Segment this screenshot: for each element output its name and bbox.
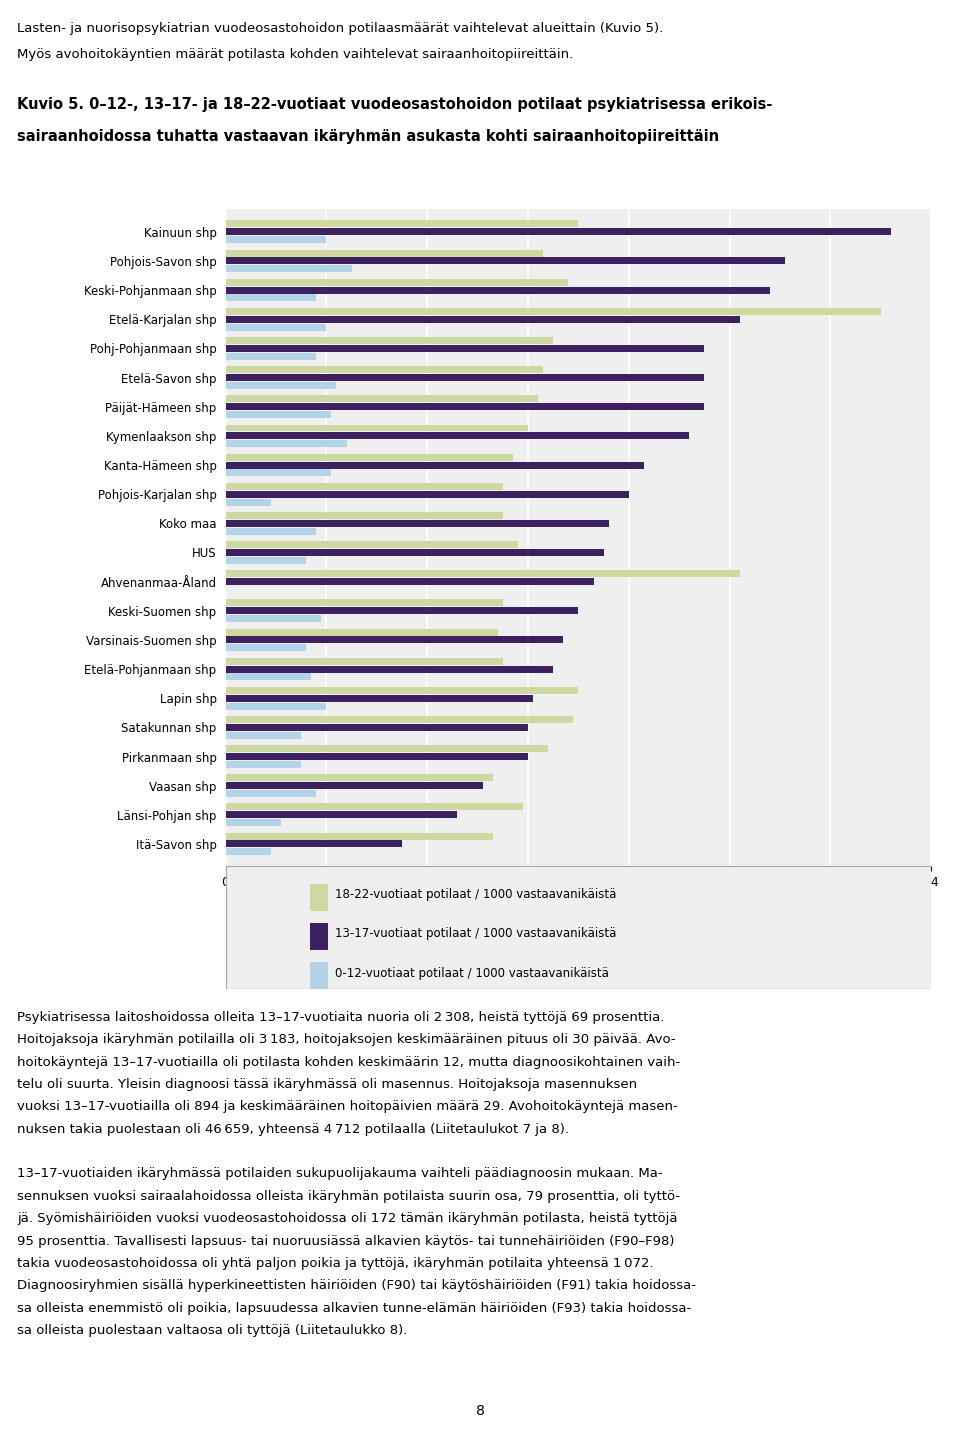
Bar <box>226 403 705 410</box>
Text: hoitokäyntejä 13–17-vuotiailla oli potilasta kohden keskimäärin 12, mutta diagno: hoitokäyntejä 13–17-vuotiailla oli potil… <box>17 1056 681 1069</box>
Bar <box>226 367 543 373</box>
Bar <box>226 469 331 477</box>
Bar <box>226 527 317 534</box>
Bar <box>226 790 317 797</box>
Bar <box>226 520 609 527</box>
Text: Myös avohoitokäyntien määrät potilasta kohden vaihtelevat sairaanhoitopiireittäi: Myös avohoitokäyntien määrät potilasta k… <box>17 48 573 61</box>
Bar <box>226 695 533 702</box>
Bar <box>226 266 351 273</box>
Bar <box>226 513 503 518</box>
Text: sa olleista enemmistö oli poikia, lapsuudessa alkavien tunne-elämän häiriöiden (: sa olleista enemmistö oli poikia, lapsuu… <box>17 1302 691 1315</box>
Bar <box>226 542 518 549</box>
Bar <box>226 250 543 257</box>
Text: 0-12-vuotiaat potilaat / 1000 vastaavanikäistä: 0-12-vuotiaat potilaat / 1000 vastaavani… <box>335 966 609 979</box>
Text: 8: 8 <box>475 1404 485 1418</box>
Bar <box>226 482 503 490</box>
Bar <box>226 345 705 352</box>
Bar <box>226 732 301 739</box>
Bar <box>226 237 326 243</box>
Bar <box>226 316 739 323</box>
Text: Kuvio 5. 0–12-, 13–17- ja 18–22-vuotiaat vuodeosastohoidon potilaat psykiatrises: Kuvio 5. 0–12-, 13–17- ja 18–22-vuotiaat… <box>17 97 773 111</box>
Bar <box>226 840 402 848</box>
Text: takia vuodeosastohoidossa oli yhtä paljon poikia ja tyttöjä, ikäryhmän potilaita: takia vuodeosastohoidossa oli yhtä paljo… <box>17 1256 654 1271</box>
Text: sennuksen vuoksi sairaalahoidossa olleista ikäryhmän potilaista suurin osa, 79 p: sennuksen vuoksi sairaalahoidossa olleis… <box>17 1190 681 1203</box>
Text: nuksen takia puolestaan oli 46 659, yhteensä 4 712 potilaalla (Liitetaulukot 7 j: nuksen takia puolestaan oli 46 659, yhte… <box>17 1123 569 1136</box>
Bar <box>226 412 331 419</box>
Bar <box>226 336 553 344</box>
Bar <box>226 833 492 839</box>
Bar <box>226 323 326 331</box>
Bar <box>226 557 306 563</box>
Text: 13-17-vuotiaat potilaat / 1000 vastaavanikäistä: 13-17-vuotiaat potilaat / 1000 vastaavan… <box>335 927 616 940</box>
Text: Diagnoosiryhmien sisällä hyperkineettisten häiriöiden (F90) tai käytöshäiriöiden: Diagnoosiryhmien sisällä hyperkineettist… <box>17 1279 696 1292</box>
Bar <box>226 462 644 468</box>
Bar <box>226 761 301 768</box>
Bar <box>226 257 785 264</box>
Text: vuoksi 13–17-vuotiailla oli 894 ja keskimääräinen hoitopäivien määrä 29. Avohoit: vuoksi 13–17-vuotiailla oli 894 ja keski… <box>17 1100 678 1113</box>
Bar <box>226 666 553 673</box>
Bar <box>226 221 578 228</box>
Bar <box>226 812 457 819</box>
Bar <box>226 716 573 723</box>
Bar <box>310 962 328 989</box>
Text: sairaanhoidossa tuhatta vastaavan ikäryhmän asukasta kohti sairaanhoitopiireittä: sairaanhoidossa tuhatta vastaavan ikäryh… <box>17 129 719 143</box>
Text: Lasten- ja nuorisopsykiatrian vuodeosastohoidon potilaasmäärät vaihtelevat aluei: Lasten- ja nuorisopsykiatrian vuodeosast… <box>17 22 663 35</box>
Bar <box>226 752 528 760</box>
Bar <box>226 644 306 651</box>
Text: 18-22-vuotiaat potilaat / 1000 vastaavanikäistä: 18-22-vuotiaat potilaat / 1000 vastaavan… <box>335 888 616 901</box>
Bar <box>226 570 739 578</box>
Bar <box>226 628 497 635</box>
Text: 95 prosenttia. Tavallisesti lapsuus- tai nuoruusiässä alkavien käytös- tai tunne: 95 prosenttia. Tavallisesti lapsuus- tai… <box>17 1235 675 1248</box>
Bar <box>226 352 317 360</box>
Bar <box>226 228 891 235</box>
Bar <box>226 279 568 286</box>
Text: sa olleista puolestaan valtaosa oli tyttöjä (Liitetaulukko 8).: sa olleista puolestaan valtaosa oli tytt… <box>17 1324 408 1337</box>
Bar <box>226 608 578 614</box>
Bar <box>226 819 281 826</box>
Bar <box>226 453 513 461</box>
Bar <box>226 440 347 448</box>
Bar <box>226 383 337 388</box>
Bar <box>226 396 538 403</box>
Text: Psykiatrisessa laitoshoidossa olleita 13–17-vuotiaita nuoria oli 2 308, heistä t: Psykiatrisessa laitoshoidossa olleita 13… <box>17 1011 664 1024</box>
Bar <box>226 637 564 644</box>
Bar <box>226 549 604 556</box>
Bar <box>310 923 328 950</box>
Bar <box>226 803 523 810</box>
Bar <box>226 374 705 381</box>
Bar <box>226 774 492 781</box>
Bar <box>226 745 548 752</box>
Bar <box>226 432 689 439</box>
Text: jä. Syömishäiriöiden vuoksi vuodeosastohoidossa oli 172 tämän ikäryhmän potilast: jä. Syömishäiriöiden vuoksi vuodeosastoh… <box>17 1213 678 1226</box>
Text: Hoitojaksoja ikäryhmän potilailla oli 3 183, hoitojaksojen keskimääräinen pituus: Hoitojaksoja ikäryhmän potilailla oli 3 … <box>17 1034 676 1047</box>
Bar <box>226 657 503 664</box>
Bar <box>226 615 322 622</box>
Bar <box>226 308 881 315</box>
Bar <box>226 783 483 790</box>
Bar <box>226 578 593 585</box>
Text: telu oli suurta. Yleisin diagnoosi tässä ikäryhmässä oli masennus. Hoitojaksoja : telu oli suurta. Yleisin diagnoosi tässä… <box>17 1077 637 1092</box>
Bar <box>310 884 328 911</box>
Bar <box>226 703 326 709</box>
Bar <box>226 673 311 680</box>
Bar <box>226 599 503 606</box>
Bar <box>226 723 528 731</box>
Bar <box>226 491 629 498</box>
Bar <box>226 687 578 693</box>
Text: 13–17-vuotiaiden ikäryhmässä potilaiden sukupuolijakauma vaihteli päädiagnoosin : 13–17-vuotiaiden ikäryhmässä potilaiden … <box>17 1167 663 1181</box>
Bar <box>226 498 271 505</box>
Bar <box>226 425 528 432</box>
Bar <box>226 295 317 302</box>
Bar <box>226 848 271 855</box>
Bar <box>226 286 770 293</box>
